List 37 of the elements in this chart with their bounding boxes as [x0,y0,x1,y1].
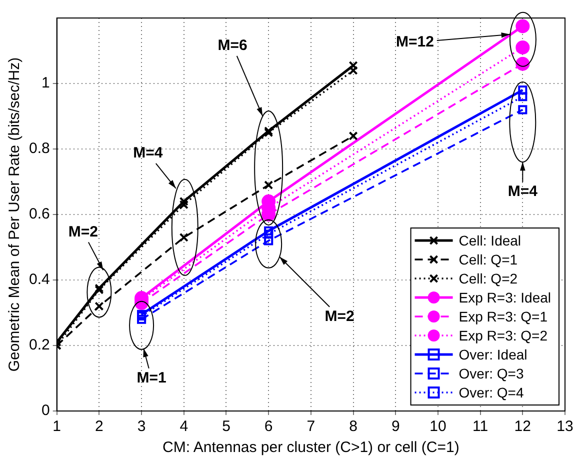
y-tick-label: 0.6 [28,206,50,223]
x-tick-label: 6 [264,418,273,436]
x-tick-label: 8 [349,418,358,436]
annotation: M=4 [133,144,164,162]
y-tick-label: 0.4 [28,271,50,288]
legend-label: Cell: Ideal [458,232,522,248]
x-tick-label: 10 [430,418,446,436]
y-tick-label: 0 [42,402,50,420]
legend-label: Cell: Q=1 [458,251,518,268]
legend-label: Over: Q=3 [458,365,524,382]
annotation: M=4 [508,183,538,200]
x-tick-label: 3 [137,418,146,436]
x-tick-label: 9 [391,418,400,436]
annotation: M=6 [218,37,248,54]
x-tick-label: 5 [222,418,230,436]
x-tick-label: 11 [472,418,488,436]
x-tick-label: 1 [52,418,62,436]
legend-label: Cell: Q=2 [458,270,518,286]
y-tick-label: 0.2 [28,336,50,354]
y-tick-label: 0.8 [28,140,50,158]
annotation: M=1 [136,370,166,387]
legend-label: Exp R=3: Ideal [458,289,552,306]
x-tick-label: 4 [180,418,188,436]
legend-label: Over: Q=4 [458,384,524,400]
y-axis-title: Geometric Mean of Per User Rate (bits/sec/Hz) [6,57,24,372]
x-tick-label: 13 [556,418,574,436]
legend-label: Exp R=3: Q=1 [458,308,548,324]
annotation: M=2 [324,308,354,326]
x-tick-label: 12 [514,418,531,436]
x-axis-title: CM: Antennas per cluster (C>1) or cell (C=1) [162,439,460,456]
x-tick-label: 7 [306,418,316,436]
x-tick-label: 2 [95,418,104,436]
annotation: M=12 [396,34,434,51]
y-tick-label: 1 [42,74,50,92]
legend-label: Exp R=3: Q=2 [458,327,548,344]
legend-label: Over: Ideal [458,346,528,362]
annotation: M=2 [68,223,98,240]
